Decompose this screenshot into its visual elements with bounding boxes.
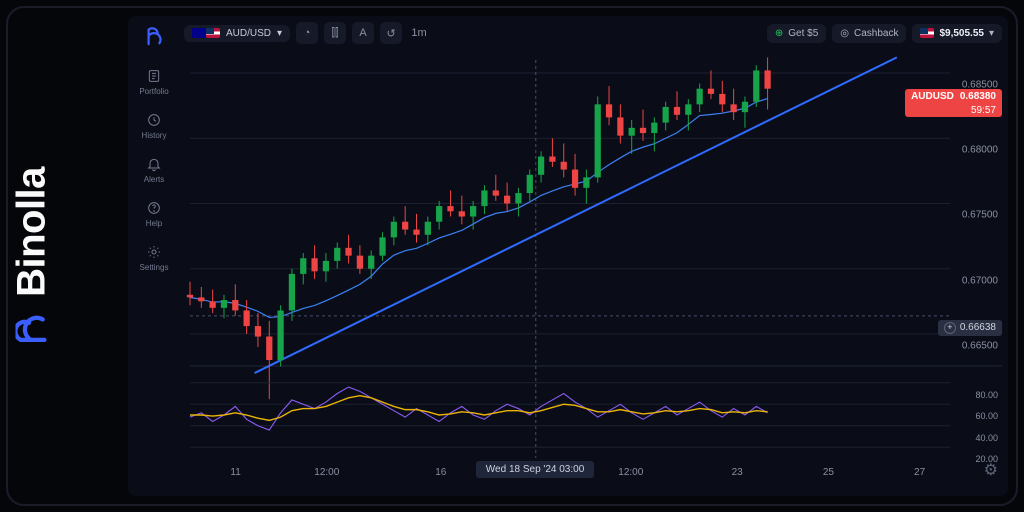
sidebar-item-history[interactable]: History [142,112,167,140]
symbol-selector[interactable]: AUD/USD ▾ [184,25,290,42]
crosshair-time-label: Wed 18 Sep '24 03:00 [476,461,594,478]
flag-au-icon [192,28,206,38]
x-axis-label: 23 [732,467,743,478]
sidebar-label: Portfolio [139,87,168,96]
x-axis-label: 12:00 [618,467,643,478]
oscillator-y-label: 20.00 [975,454,998,464]
x-axis-label: 16 [435,467,446,478]
crosshair-price-label: +0.66638 [938,320,1002,336]
app-logo-icon [145,26,163,46]
chevron-down-icon: ▾ [989,28,994,39]
chart-area[interactable]: 23.11.2021 21:04:31 UTC +10 AUDUSD0.6838… [184,48,1002,490]
flag-us-icon [206,28,220,38]
brand-name: Binolla [10,167,55,297]
y-axis-label: 0.66500 [962,340,998,351]
y-axis-label: 0.68500 [962,80,998,91]
sidebar-item-alerts[interactable]: Alerts [144,156,164,184]
x-axis-label: 25 [823,467,834,478]
sidebar-label: Help [146,219,162,228]
draw-text-icon[interactable]: A [352,22,374,44]
y-axis-label: 0.67500 [962,210,998,221]
brand-logo-icon [15,311,49,345]
symbol-label: AUD/USD [226,28,271,39]
sidebar-label: Settings [140,263,169,272]
sidebar-item-portfolio[interactable]: Portfolio [139,68,168,96]
x-axis-label: 27 [914,467,925,478]
x-axis-label: 12:00 [314,467,339,478]
promo-get5[interactable]: ⊕Get $5 [767,24,826,43]
clock-icon[interactable]: ◔ [296,22,318,44]
timeframe-selector[interactable]: 1m [408,22,430,44]
x-axis-label: 11 [230,467,240,478]
brand-watermark: Binolla [10,167,55,345]
trading-app: Portfolio History Alerts Help Settings [128,16,1008,496]
balance-value: $9,505.55 [939,28,984,39]
sidebar-label: Alerts [144,175,164,184]
sidebar-item-settings[interactable]: Settings [140,244,169,272]
left-sidebar: Portfolio History Alerts Help Settings [128,20,180,492]
promo-cashback[interactable]: ◎Cashback [832,24,906,43]
chart-type-icon[interactable]: ⫿⫿ [324,22,346,44]
last-price-badge: AUDUSD0.68380 59:57 [905,89,1002,117]
top-toolbar: AUD/USD ▾ ◔ ⫿⫿ A ↺ 1m ⊕Get $5 ◎Cashback … [184,20,1002,46]
oscillator-y-label: 40.00 [975,433,998,443]
y-axis-label: 0.67000 [962,275,998,286]
oscillator-y-label: 80.00 [975,390,998,400]
sidebar-item-help[interactable]: Help [146,200,162,228]
plus-icon: + [944,322,956,334]
reset-icon[interactable]: ↺ [380,22,402,44]
chevron-down-icon: ▾ [277,28,282,39]
flag-us-icon [920,28,934,38]
sidebar-label: History [142,131,167,140]
account-balance[interactable]: $9,505.55 ▾ [912,24,1002,43]
y-axis-label: 0.68000 [962,145,998,156]
oscillator-y-label: 60.00 [975,411,998,421]
price-chart[interactable] [184,48,1002,490]
